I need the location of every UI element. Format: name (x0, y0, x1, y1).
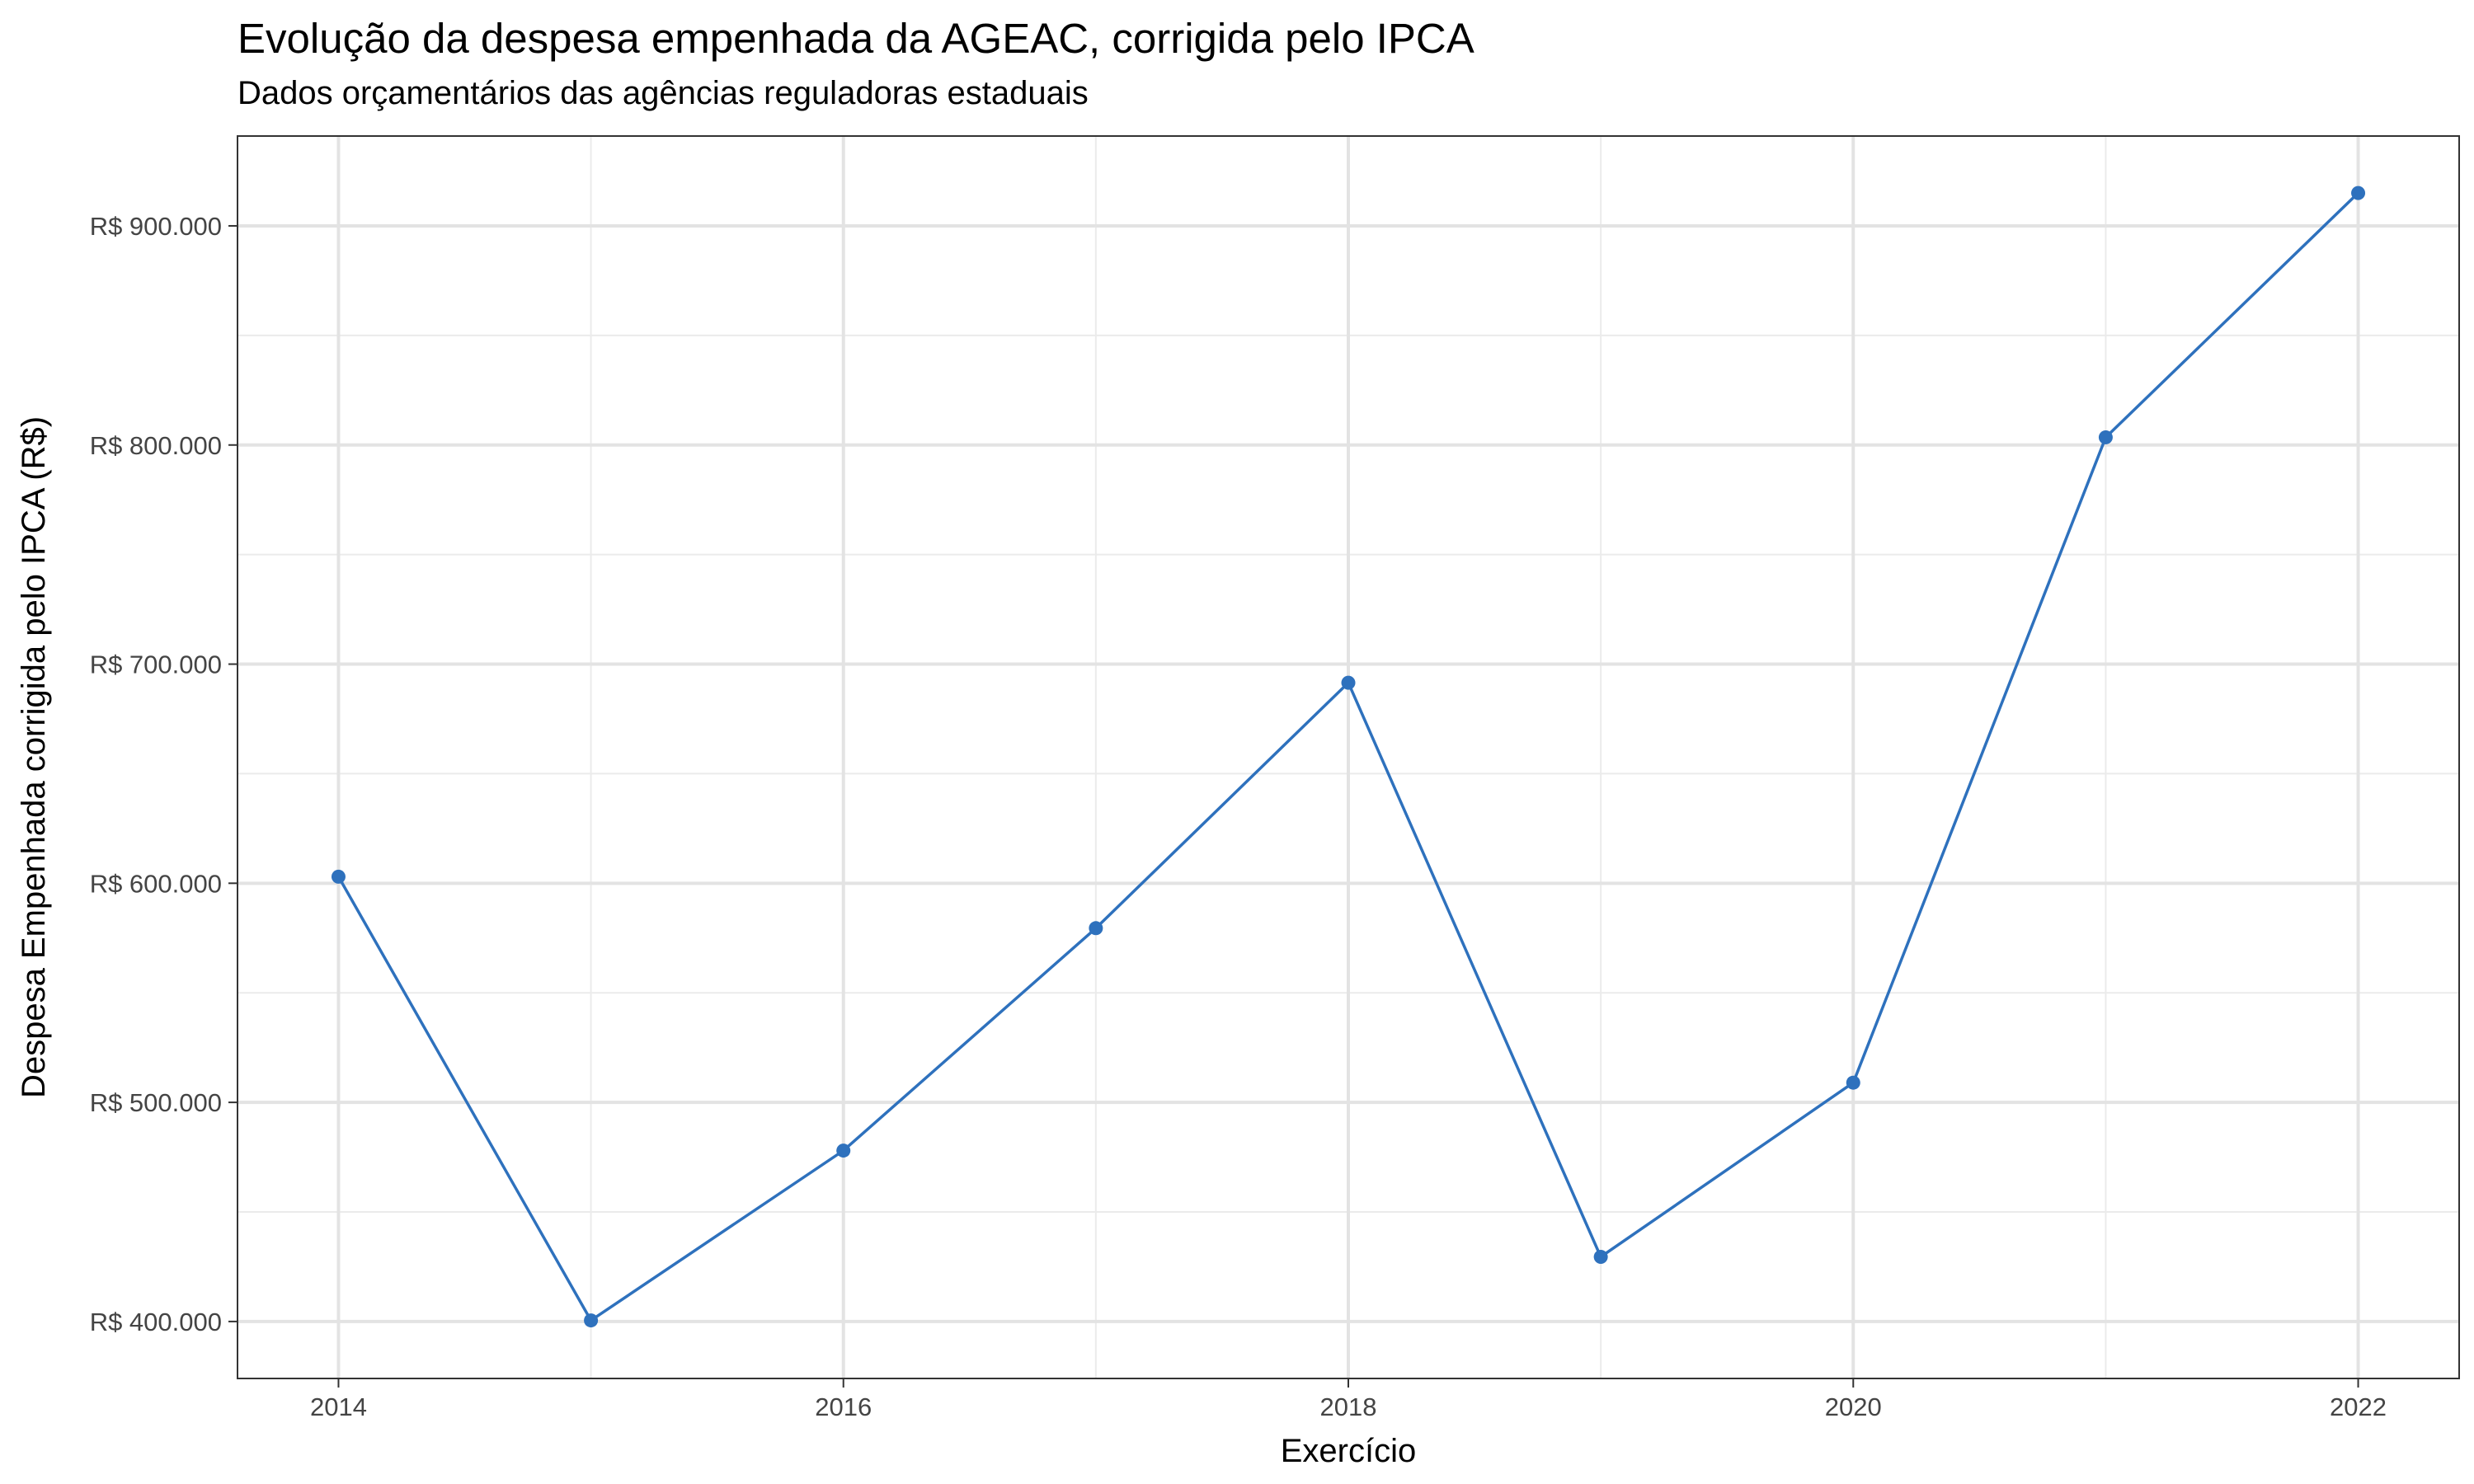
data-point (1593, 1249, 1608, 1264)
y-axis: R$ 400.000 R$ 500.000 R$ 600.000 R$ 700.000… (90, 212, 238, 1336)
data-series (331, 186, 2366, 1328)
data-point (2351, 186, 2366, 200)
x-axis-title: Exercício (1281, 1433, 1417, 1469)
data-point (331, 869, 346, 884)
data-point (2098, 430, 2113, 444)
data-point (584, 1313, 599, 1328)
data-point (1846, 1075, 1860, 1090)
chart-subtitle: Dados orçamentários das agências regulad… (238, 75, 1089, 111)
data-point (1089, 921, 1103, 936)
x-tick-label: 2022 (2330, 1392, 2387, 1421)
y-tick-label: R$ 500.000 (90, 1088, 222, 1117)
x-tick-label: 2020 (1825, 1392, 1882, 1421)
data-point (1341, 675, 1356, 690)
chart-title: Evolução da despesa empenhada da AGEAC, … (238, 15, 1475, 62)
y-tick-label: R$ 600.000 (90, 869, 222, 898)
y-tick-label: R$ 900.000 (90, 212, 222, 241)
x-axis: 2014 2016 2018 2020 2022 (310, 1378, 2387, 1421)
x-tick-label: 2016 (815, 1392, 872, 1421)
x-tick-label: 2018 (1320, 1392, 1377, 1421)
y-tick-label: R$ 800.000 (90, 431, 222, 460)
y-tick-label: R$ 400.000 (90, 1308, 222, 1336)
y-axis-title: Despesa Empenhada corrigida pelo IPCA (R… (16, 416, 52, 1098)
x-tick-label: 2014 (310, 1392, 367, 1421)
y-tick-label: R$ 700.000 (90, 650, 222, 679)
data-point (836, 1144, 851, 1158)
grid-major (238, 136, 2459, 1378)
